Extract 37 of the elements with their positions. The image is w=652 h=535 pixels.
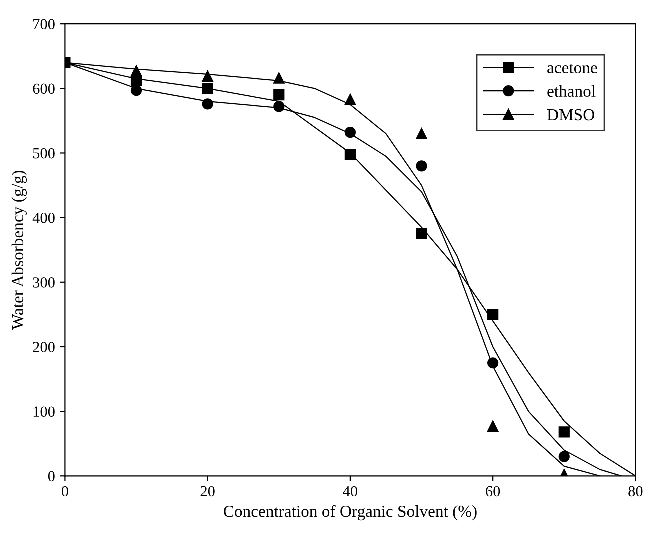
y-tick-label: 200	[33, 342, 55, 352]
x-axis-title: Concentration of Organic Solvent (%)	[224, 505, 477, 521]
point	[344, 94, 356, 106]
point	[488, 309, 499, 320]
legend-label: ethanol	[548, 85, 596, 98]
point	[344, 148, 356, 160]
point	[130, 85, 142, 96]
point	[488, 420, 499, 432]
point	[558, 426, 570, 438]
x-tick-label: 20	[200, 486, 215, 497]
y-axis-title: Water Absorbency (g/g)	[12, 170, 28, 330]
point	[202, 70, 214, 82]
point	[558, 451, 570, 462]
legend-label: DMSO	[547, 109, 594, 121]
point	[202, 98, 214, 110]
point	[202, 83, 214, 94]
y-tick-label: 700	[34, 19, 55, 30]
y-tick-label: 600	[33, 84, 55, 94]
point	[488, 358, 499, 369]
y-tick-label: 300	[33, 278, 55, 288]
point	[130, 66, 142, 77]
legend-label: acetone	[548, 64, 598, 74]
point	[416, 128, 428, 140]
point	[344, 127, 356, 138]
x-tick-label: 60	[486, 486, 500, 497]
point	[274, 90, 285, 101]
point	[416, 160, 428, 172]
x-tick-label: 0	[62, 486, 68, 497]
x-tick-label: 80	[628, 486, 643, 497]
point	[274, 101, 285, 112]
y-tick-label: 500	[33, 148, 55, 159]
x-tick-label: 40	[343, 486, 358, 497]
y-tick-label: 100	[34, 406, 55, 418]
point	[274, 72, 285, 84]
y-tick-label: 0	[48, 471, 55, 482]
point	[416, 228, 428, 240]
y-tick-label: 400	[32, 212, 55, 224]
